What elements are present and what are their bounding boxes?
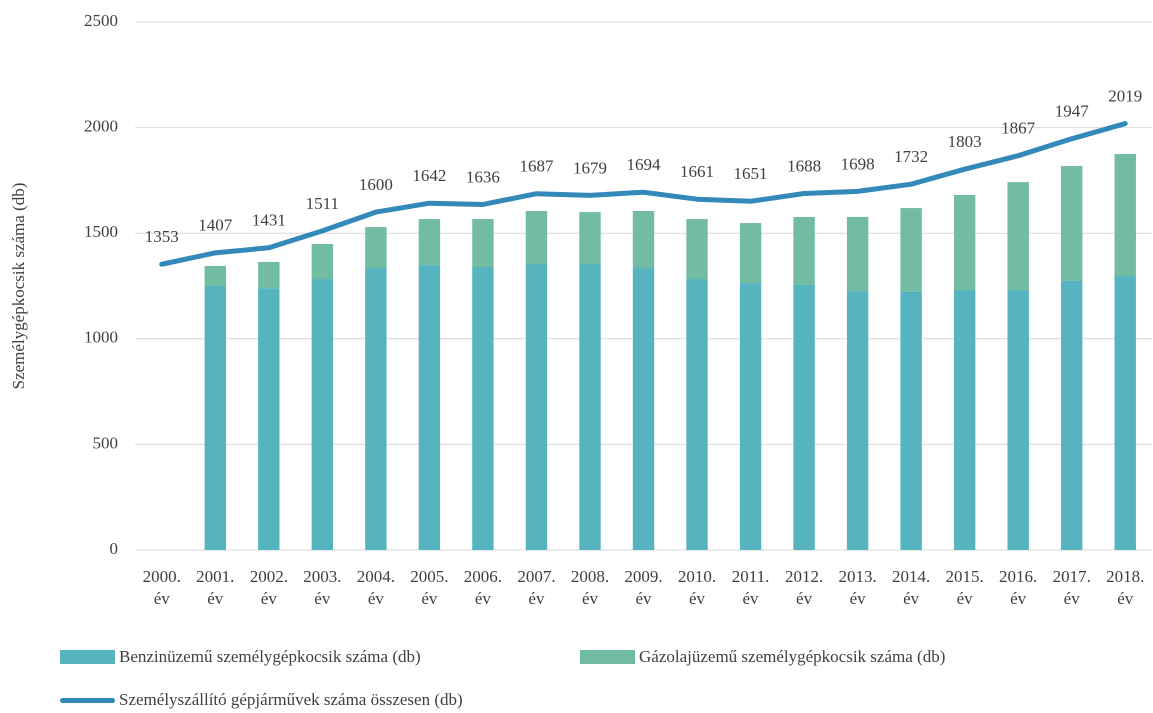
bar: [686, 219, 708, 280]
bar: [204, 265, 226, 286]
data-label: 1688: [787, 156, 821, 175]
bar: [1007, 290, 1029, 550]
x-tick-label: 2001. év: [196, 567, 235, 608]
y-tick-label: 1500: [84, 222, 118, 241]
bar: [258, 288, 280, 550]
x-tick-label: 2012. év: [784, 567, 824, 608]
legend-label: Gázolajüzemű személygépkocsik száma (db): [639, 647, 946, 666]
bar: [472, 219, 494, 267]
x-tick-label: 2002. év: [249, 567, 288, 608]
x-tick-label: 2010. év: [677, 567, 717, 608]
data-label: 1694: [627, 155, 662, 174]
data-label: 1642: [412, 166, 446, 185]
bar: [900, 291, 922, 550]
data-label: 1431: [252, 211, 286, 230]
bar: [311, 279, 334, 550]
bar: [686, 279, 708, 550]
data-label: 1803: [948, 132, 982, 151]
x-tick-label: 2015. év: [945, 567, 984, 608]
x-tick-label: 2000. év: [142, 567, 181, 608]
y-tick-label: 500: [93, 433, 119, 452]
data-label: 1687: [519, 157, 554, 176]
legend-item: Személyszállító gépjárművek száma összes…: [60, 689, 463, 711]
y-tick-label: 2000: [84, 117, 118, 136]
bar: [793, 216, 815, 285]
x-tick-label: 2013. év: [838, 567, 877, 608]
bar: [204, 286, 226, 550]
bar: [1114, 276, 1136, 550]
data-label: 1511: [306, 194, 339, 213]
bar: [579, 212, 601, 265]
bar: [953, 194, 976, 291]
legend-label: Benzinüzemű személygépkocsik száma (db): [119, 647, 421, 666]
x-tick-label: 2017. év: [1052, 567, 1091, 608]
x-tick-label: 2011. év: [731, 567, 770, 608]
bar: [418, 265, 441, 550]
legend-swatch: [580, 650, 635, 664]
data-label: 1661: [680, 162, 714, 181]
bar: [472, 266, 494, 550]
data-label: 1636: [466, 167, 500, 186]
x-tick-label: 2003. év: [303, 567, 342, 608]
bar: [365, 227, 387, 269]
data-label: 1698: [841, 154, 875, 173]
data-label: 2019: [1108, 86, 1142, 105]
x-tick-label: 2006. év: [463, 567, 503, 608]
legend-label: Személyszállító gépjárművek száma összes…: [119, 690, 463, 709]
x-tick-label: 2004. év: [356, 567, 395, 608]
bar: [793, 284, 815, 550]
y-tick-label: 0: [110, 539, 119, 558]
line: [159, 121, 1128, 267]
bar: [846, 216, 869, 292]
bar: [846, 291, 869, 550]
data-label: 1651: [734, 164, 768, 183]
bar: [632, 268, 655, 550]
bar: [258, 261, 280, 289]
data-label: 1947: [1055, 102, 1090, 121]
bar: [418, 219, 441, 266]
x-tick-label: 2005. év: [410, 567, 449, 608]
data-label: 1867: [1001, 119, 1036, 138]
x-tick-label: 2008. év: [570, 567, 610, 608]
bar: [739, 283, 762, 550]
bar: [365, 268, 387, 550]
bar: [311, 243, 334, 280]
data-label: 1407: [198, 216, 233, 235]
bar: [1007, 182, 1029, 291]
bar: [525, 264, 548, 550]
legend-item: Benzinüzemű személygépkocsik száma (db): [60, 646, 421, 668]
y-tick-label: 1000: [84, 328, 118, 347]
bar: [1061, 280, 1083, 550]
bar: [579, 264, 601, 550]
bar: [1061, 166, 1083, 281]
bar: [1114, 154, 1136, 277]
x-tick-label: 2007. év: [517, 567, 556, 608]
data-label: 1679: [573, 158, 607, 177]
legend-item: Gázolajüzemű személygépkocsik száma (db): [580, 646, 945, 668]
data-label: 1353: [145, 227, 179, 246]
data-label: 1732: [894, 147, 928, 166]
x-tick-label: 2016. év: [999, 567, 1038, 608]
y-tick-label: 2500: [84, 11, 118, 30]
x-tick-label: 2009. év: [624, 567, 663, 608]
data-label: 1600: [359, 175, 393, 194]
bar: [900, 208, 922, 292]
bar: [525, 211, 548, 265]
bar: [739, 223, 762, 284]
legend-swatch: [60, 650, 115, 664]
legend-swatch: [60, 697, 115, 703]
y-axis-title: Személygépkocsik száma (db): [9, 183, 28, 390]
bar: [953, 290, 976, 550]
bar: [632, 211, 655, 269]
x-tick-label: 2014. év: [892, 567, 931, 608]
x-tick-label: 2018. év: [1106, 567, 1145, 608]
